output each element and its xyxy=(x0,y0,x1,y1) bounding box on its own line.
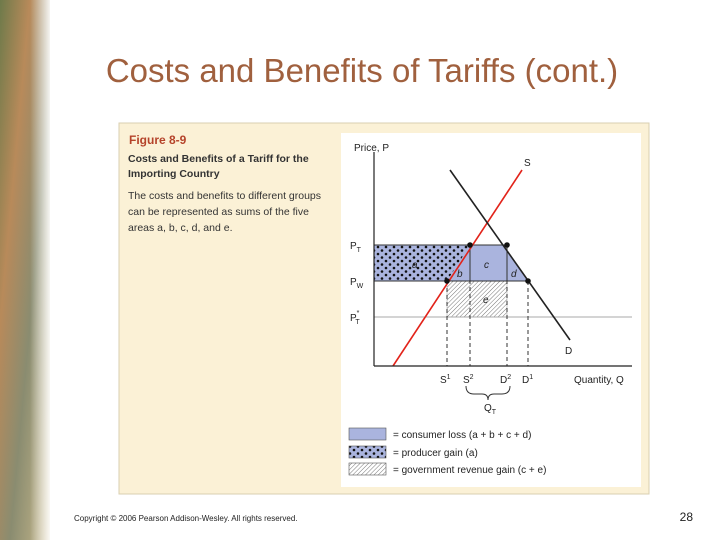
quantity-label: D1 xyxy=(522,374,533,386)
quantity-label-sup: 1 xyxy=(529,374,533,381)
imports-brace xyxy=(465,385,511,401)
supply-label: S xyxy=(524,158,531,169)
price-label-sup: * xyxy=(357,310,360,317)
figure-description: The costs and benefits to different grou… xyxy=(128,190,322,234)
figure-label: Figure 8-9 xyxy=(129,133,187,147)
quantity-label: S2 xyxy=(463,374,474,386)
y-axis-label: Price, P xyxy=(354,143,389,154)
quantity-label-sup: 1 xyxy=(447,374,451,381)
legend-text: = government revenue gain (c + e) xyxy=(393,465,546,476)
area-label: c xyxy=(484,260,489,271)
area-label: d xyxy=(511,269,517,280)
figure-heading-box: Costs and Benefits of a Tariff for the I… xyxy=(128,153,309,180)
x-axis-label: Quantity, Q xyxy=(574,375,624,386)
supply-curve xyxy=(392,169,523,367)
dashed-guides xyxy=(446,245,529,366)
quantity-label-main: D xyxy=(500,375,507,386)
imports-label: QT xyxy=(484,403,497,416)
price-label-sub: T xyxy=(355,319,360,326)
point xyxy=(444,278,450,284)
legend-swatch xyxy=(348,462,387,476)
price-label-sub: W xyxy=(357,283,364,290)
diagram-labels: Price, P Quantity, Q S D PT PW P* T a b c… xyxy=(350,143,624,416)
decor-fade xyxy=(30,0,52,540)
point xyxy=(467,242,473,248)
legend-swatch xyxy=(348,445,387,459)
area-labels: a b c d e xyxy=(412,260,517,306)
revenue-area-e xyxy=(446,280,508,318)
price-label: PW xyxy=(350,277,364,290)
quantity-label-sup: 2 xyxy=(470,374,474,381)
figure-description-box: The costs and benefits to different grou… xyxy=(128,190,322,234)
slide-title: Costs and Benefits of Tariffs (cont.) xyxy=(106,52,618,89)
point xyxy=(504,242,510,248)
legend-swatch xyxy=(348,427,387,441)
legend: = consumer loss (a + b + c + d) = produc… xyxy=(393,430,546,476)
quantity-label: D2 xyxy=(500,374,511,386)
producer-gain-area xyxy=(374,245,470,281)
figure-heading: Costs and Benefits of a Tariff for the I… xyxy=(128,153,309,180)
area-label: b xyxy=(457,269,463,280)
price-label-sub: T xyxy=(357,247,362,254)
page-number: 28 xyxy=(680,510,694,524)
quantity-label-main: D xyxy=(522,375,529,386)
demand-label: D xyxy=(565,346,572,357)
imports-label-main: Q xyxy=(484,403,492,414)
quantity-label-main: S xyxy=(440,375,447,386)
price-label: PT xyxy=(350,241,362,254)
demand-curve xyxy=(449,169,571,341)
legend-text: = consumer loss (a + b + c + d) xyxy=(393,430,531,441)
price-label: P* T xyxy=(350,310,360,326)
copyright: Copyright © 2006 Pearson Addison-Wesley.… xyxy=(74,514,298,523)
area-label: e xyxy=(483,295,489,306)
quantity-label-main: S xyxy=(463,375,470,386)
quantity-label: S1 xyxy=(440,374,451,386)
quantity-label-sup: 2 xyxy=(507,374,511,381)
points xyxy=(444,242,531,284)
price-label-main: P xyxy=(350,277,357,288)
point xyxy=(525,278,531,284)
price-label-main: P xyxy=(350,313,357,324)
price-label-main: P xyxy=(350,241,357,252)
area-label: a xyxy=(412,260,418,271)
imports-label-sub: T xyxy=(492,409,497,416)
legend-text: = producer gain (a) xyxy=(393,448,478,459)
